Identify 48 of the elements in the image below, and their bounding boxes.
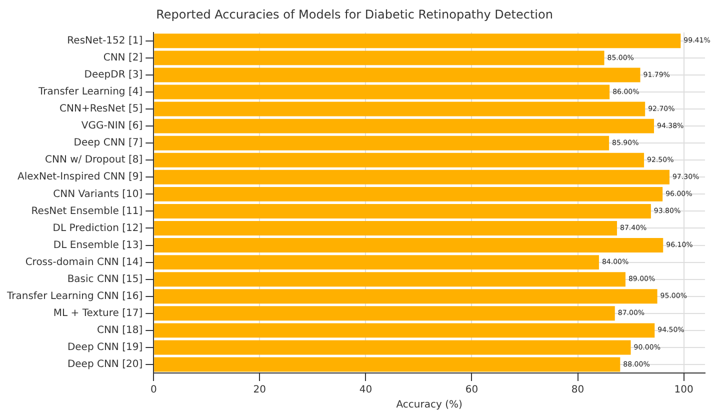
- bar: [154, 102, 646, 116]
- bar: [154, 136, 610, 150]
- y-tick-label: AlexNet-Inspired CNN [9]: [17, 172, 143, 183]
- bar: [154, 68, 640, 82]
- bar: [154, 306, 615, 321]
- y-tick-label: Deep CNN [19]: [67, 342, 143, 354]
- y-tick-label: CNN+ResNet [5]: [60, 104, 143, 115]
- y-tick-label: ML + Texture [17]: [53, 308, 143, 319]
- y-tick-label: ResNet-152 [1]: [67, 36, 143, 47]
- bar: [154, 357, 620, 372]
- x-axis-title: Accuracy (%): [396, 400, 462, 411]
- y-tick-label: Transfer Learning [4]: [37, 86, 143, 98]
- y-tick-label: DeepDR [3]: [84, 70, 143, 81]
- y-tick-label: DL Prediction [12]: [52, 222, 143, 234]
- bar: [154, 186, 663, 202]
- bar: [154, 221, 617, 236]
- x-tick-label: 0: [150, 384, 157, 396]
- x-tick-label: 20: [253, 384, 266, 396]
- y-tick-label: Transfer Learning CNN [16]: [6, 290, 143, 302]
- bar: [154, 272, 626, 287]
- bar: [154, 238, 664, 253]
- bar: [154, 255, 599, 270]
- x-tick-label: 60: [465, 384, 478, 396]
- bar: [154, 34, 681, 48]
- y-tick-label: Deep CNN [7]: [74, 138, 143, 149]
- bar: [154, 50, 604, 66]
- y-tick-label: Deep CNN [20]: [67, 359, 143, 370]
- y-tick-label: Cross-domain CNN [14]: [25, 256, 143, 268]
- x-tick-label: 40: [359, 384, 372, 396]
- y-tick-label: CNN Variants [10]: [53, 188, 143, 200]
- bar: [154, 84, 610, 100]
- x-tick-label: 100: [674, 384, 694, 396]
- y-tick-label: CNN [2]: [103, 52, 143, 64]
- y-tick-label: CNN w/ Dropout [8]: [44, 154, 143, 166]
- bar: [154, 170, 670, 184]
- bar: [154, 118, 654, 134]
- y-tick-label: Basic CNN [15]: [67, 274, 143, 285]
- x-tick-label: 80: [571, 384, 584, 396]
- y-tick-label: VGG-NIN [6]: [81, 120, 143, 132]
- chart-title: Reported Accuracies of Models for Diabetic Retinopathy Detection: [156, 7, 553, 22]
- y-tick-label: CNN [18]: [96, 325, 143, 336]
- bar: [154, 204, 651, 218]
- y-tick-label: DL Ensemble [13]: [53, 240, 143, 251]
- bar: [154, 323, 655, 338]
- y-tick-label: ResNet Ensemble [11]: [31, 206, 143, 217]
- bar: [154, 340, 631, 355]
- bar: [154, 152, 644, 168]
- bar: [154, 289, 658, 304]
